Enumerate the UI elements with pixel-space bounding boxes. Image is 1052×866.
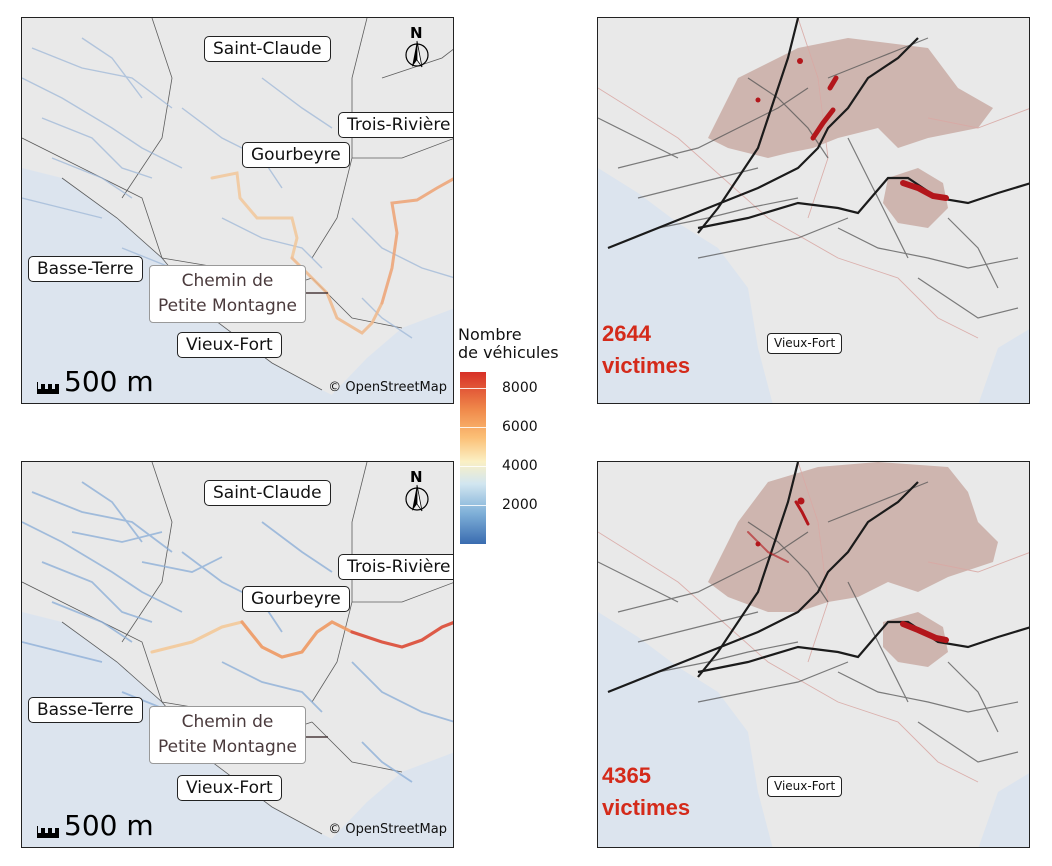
legend-title-line-2: de véhicules: [458, 343, 559, 362]
victim-count-bottom: 4365 victimes: [602, 760, 690, 824]
scale-bar-label: 500 m: [64, 809, 154, 842]
legend-tick-label: 8000: [502, 380, 538, 396]
attribution: © OpenStreetMap: [328, 822, 447, 837]
place-label-vieux-fort: Vieux-Fort: [767, 776, 843, 797]
road-callout-line-2: Petite Montagne: [158, 296, 297, 316]
legend-tick-label: 6000: [502, 419, 538, 435]
legend-color-bar: [460, 372, 486, 544]
map-background: [598, 18, 1029, 403]
legend-tick-mark: [460, 505, 486, 506]
place-label-vieux-fort: Vieux-Fort: [177, 332, 282, 358]
callout-leader-line: [304, 736, 328, 738]
ruler-icon: [37, 826, 59, 838]
road-callout-line-2: Petite Montagne: [158, 737, 297, 757]
legend-tick-mark: [460, 388, 486, 389]
legend: Nombre de véhicules 8000 6000 4000 2000: [458, 325, 578, 544]
road-callout-line-1: Chemin de: [181, 271, 274, 291]
road-callout: Chemin de Petite Montagne: [149, 265, 306, 323]
map-panel-top-left[interactable]: Saint-Claude Gourbeyre Trois-Rivière Bas…: [21, 17, 454, 404]
north-arrow-icon: N: [402, 468, 432, 514]
map-panel-top-right[interactable]: Vieux-Fort 2644 victimes: [597, 17, 1030, 404]
victim-count-label: victimes: [602, 353, 691, 378]
place-label-vieux-fort: Vieux-Fort: [767, 333, 843, 354]
road-callout-line-1: Chemin de: [181, 712, 274, 732]
place-label-basse-terre: Basse-Terre: [28, 256, 143, 282]
callout-leader-line: [304, 292, 328, 294]
victim-count-number: 2644: [602, 321, 651, 346]
ruler-icon: [37, 382, 59, 394]
road-callout: Chemin de Petite Montagne: [149, 706, 306, 764]
place-label-trois-rivieres: Trois-Rivière: [338, 554, 453, 580]
scale-bar: 500 m: [36, 812, 154, 840]
victim-count-label: victimes: [602, 795, 691, 820]
place-label-basse-terre: Basse-Terre: [28, 697, 143, 723]
legend-title-line-1: Nombre: [458, 325, 522, 344]
place-label-saint-claude: Saint-Claude: [204, 480, 331, 506]
map-background: [598, 462, 1029, 847]
place-label-saint-claude: Saint-Claude: [204, 36, 331, 62]
north-label: N: [410, 24, 423, 42]
legend-tick-mark: [460, 427, 486, 428]
legend-tick-label: 2000: [502, 497, 538, 513]
map-panel-bottom-right[interactable]: Vieux-Fort 4365 victimes: [597, 461, 1030, 848]
place-label-trois-rivieres: Trois-Rivière: [338, 112, 453, 138]
scale-bar: 500 m: [36, 368, 154, 396]
north-arrow-icon: N: [402, 24, 432, 70]
victim-count-top: 2644 victimes: [602, 318, 690, 382]
scale-bar-label: 500 m: [64, 365, 154, 398]
place-label-gourbeyre: Gourbeyre: [242, 142, 350, 168]
map-background: [22, 462, 453, 847]
place-label-gourbeyre: Gourbeyre: [242, 586, 350, 612]
legend-tick-mark: [460, 466, 486, 467]
attribution: © OpenStreetMap: [328, 380, 447, 395]
place-label-vieux-fort: Vieux-Fort: [177, 775, 282, 801]
north-label: N: [410, 468, 423, 486]
victim-count-number: 4365: [602, 763, 651, 788]
legend-tick-label: 4000: [502, 458, 538, 474]
map-panel-bottom-left[interactable]: Saint-Claude Gourbeyre Trois-Rivière Bas…: [21, 461, 454, 848]
